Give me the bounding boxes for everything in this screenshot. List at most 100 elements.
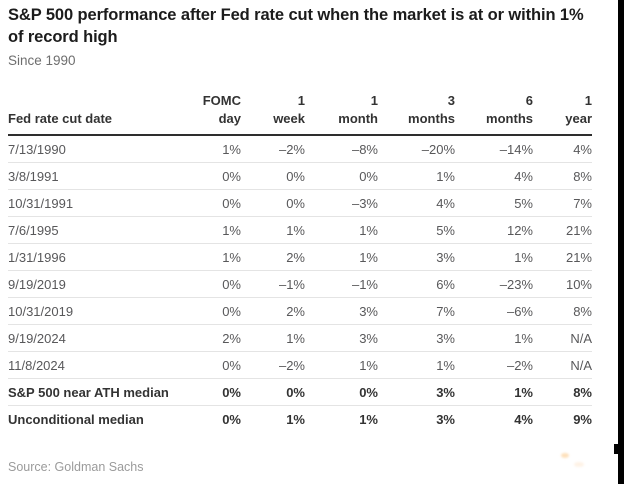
cell-6-months: 5% xyxy=(455,189,533,217)
cell-fomc-day: 1% xyxy=(168,216,241,244)
cell-3-months: 3% xyxy=(378,324,455,352)
cell-6-months: 12% xyxy=(455,216,533,244)
cell-1-month: 1% xyxy=(305,216,378,244)
table-row: 10/31/1991 0% 0% –3% 4% 5% 7% xyxy=(8,189,592,217)
column-header-label: week xyxy=(273,111,305,126)
cell-1-month: –1% xyxy=(305,270,378,298)
column-header-label: year xyxy=(565,111,592,126)
column-header-1-month: 1 month xyxy=(305,92,378,136)
cell-1-month: 3% xyxy=(305,324,378,352)
row-label: 10/31/2019 xyxy=(8,297,168,325)
cell-fomc-day: 0% xyxy=(168,351,241,379)
right-edge-bar xyxy=(618,0,624,484)
column-header-top: 1 xyxy=(297,93,305,108)
row-label: Unconditional median xyxy=(8,411,144,427)
cell-1-week: 0% xyxy=(241,162,305,190)
cell-1-week: –1% xyxy=(241,270,305,298)
column-header-1-week: 1 week xyxy=(241,92,305,136)
cell-3-months: 4% xyxy=(378,189,455,217)
cell-1-week: –2% xyxy=(241,135,305,163)
table-row: 11/8/2024 0% –2% 1% 1% –2% N/A xyxy=(8,351,592,379)
column-header-top xyxy=(8,92,168,110)
cell-6-months: 4% xyxy=(514,411,533,427)
row-label: 10/31/1991 xyxy=(8,189,168,217)
table-row: 1/31/1996 1% 2% 1% 3% 1% 21% xyxy=(8,243,592,271)
table-row: 9/19/2024 2% 1% 3% 3% 1% N/A xyxy=(8,324,592,352)
row-label: 11/8/2024 xyxy=(8,351,168,379)
cell-1-month: 3% xyxy=(305,297,378,325)
cell-3-months: 3% xyxy=(378,243,455,271)
cell-6-months: –6% xyxy=(455,297,533,325)
cell-1-week: 0% xyxy=(241,189,305,217)
table-row: 10/31/2019 0% 2% 3% 7% –6% 8% xyxy=(8,297,592,325)
cell-1-year: 8% xyxy=(533,378,592,406)
cell-1-year: 21% xyxy=(533,243,592,271)
screen-smudge-artifact xyxy=(561,453,569,458)
cell-1-week: 1% xyxy=(241,324,305,352)
column-header-top: FOMC xyxy=(202,93,241,108)
column-header-3-months: 3 months xyxy=(378,92,455,136)
cell-6-months: –23% xyxy=(455,270,533,298)
cell-fomc-day: 1% xyxy=(168,135,241,163)
cell-3-months: 5% xyxy=(378,216,455,244)
row-label: 9/19/2024 xyxy=(8,324,168,352)
cell-1-month: 1% xyxy=(359,411,378,427)
cell-fomc-day: 0% xyxy=(168,297,241,325)
cell-3-months: 3% xyxy=(436,411,455,427)
table-row: 7/13/1990 1% –2% –8% –20% –14% 4% xyxy=(8,135,592,163)
cell-3-months: –20% xyxy=(378,135,455,163)
cell-1-week: 0% xyxy=(241,378,305,406)
cell-1-week: –2% xyxy=(241,351,305,379)
screen-smudge-artifact xyxy=(574,462,584,467)
column-header-label: Fed rate cut date xyxy=(8,111,113,126)
cell-6-months: –2% xyxy=(455,351,533,379)
source-note: Source: Goldman Sachs xyxy=(8,460,144,474)
column-header-1-year: 1 year xyxy=(533,92,592,136)
cell-fomc-day: 0% xyxy=(168,270,241,298)
column-header-6-months: 6 months xyxy=(455,92,533,136)
table-row: S&P 500 near ATH median 0% 0% 0% 3% 1% 8… xyxy=(8,378,592,406)
cell-1-year: 21% xyxy=(533,216,592,244)
column-header-date: Fed rate cut date xyxy=(8,92,168,136)
cell-1-month: –3% xyxy=(305,189,378,217)
cell-6-months: 4% xyxy=(455,162,533,190)
cell-fomc-day: 1% xyxy=(168,243,241,271)
table-row: 9/19/2019 0% –1% –1% 6% –23% 10% xyxy=(8,270,592,298)
cell-fomc-day: 0% xyxy=(168,162,241,190)
row-label: 3/8/1991 xyxy=(8,162,168,190)
column-header-label: month xyxy=(338,111,378,126)
cell-6-months: –14% xyxy=(455,135,533,163)
cell-1-year: 8% xyxy=(533,297,592,325)
column-header-top: 1 xyxy=(584,93,592,108)
cell-6-months: 1% xyxy=(455,243,533,271)
cell-1-month: 1% xyxy=(305,243,378,271)
cell-1-week: 1% xyxy=(241,216,305,244)
row-label: 7/13/1990 xyxy=(8,135,168,163)
cell-1-year: 4% xyxy=(533,135,592,163)
cell-fomc-day: 0% xyxy=(222,411,241,427)
cell-3-months: 3% xyxy=(378,378,455,406)
cell-3-months: 1% xyxy=(378,351,455,379)
column-header-top: 6 xyxy=(525,93,533,108)
cell-1-month: 0% xyxy=(305,378,378,406)
page-subtitle: Since 1990 xyxy=(8,53,76,68)
column-header-top: 1 xyxy=(370,93,378,108)
table-row: 7/6/1995 1% 1% 1% 5% 12% 21% xyxy=(8,216,592,244)
column-header-label: months xyxy=(486,111,533,126)
right-edge-notch xyxy=(614,444,624,454)
cell-1-year: 7% xyxy=(533,189,592,217)
cell-1-year: 9% xyxy=(573,411,592,427)
cell-fomc-day: 0% xyxy=(168,378,241,406)
cell-1-month: 0% xyxy=(305,162,378,190)
cell-1-week: 2% xyxy=(241,297,305,325)
cell-1-month: –8% xyxy=(305,135,378,163)
column-header-label: months xyxy=(408,111,455,126)
row-label: 1/31/1996 xyxy=(8,243,168,271)
column-header-fomc-day: FOMC day xyxy=(168,92,241,136)
cell-fomc-day: 0% xyxy=(168,189,241,217)
row-label: 7/6/1995 xyxy=(8,216,168,244)
column-header-top: 3 xyxy=(447,93,455,108)
cell-3-months: 1% xyxy=(378,162,455,190)
page-title: S&P 500 performance after Fed rate cut w… xyxy=(8,6,584,46)
